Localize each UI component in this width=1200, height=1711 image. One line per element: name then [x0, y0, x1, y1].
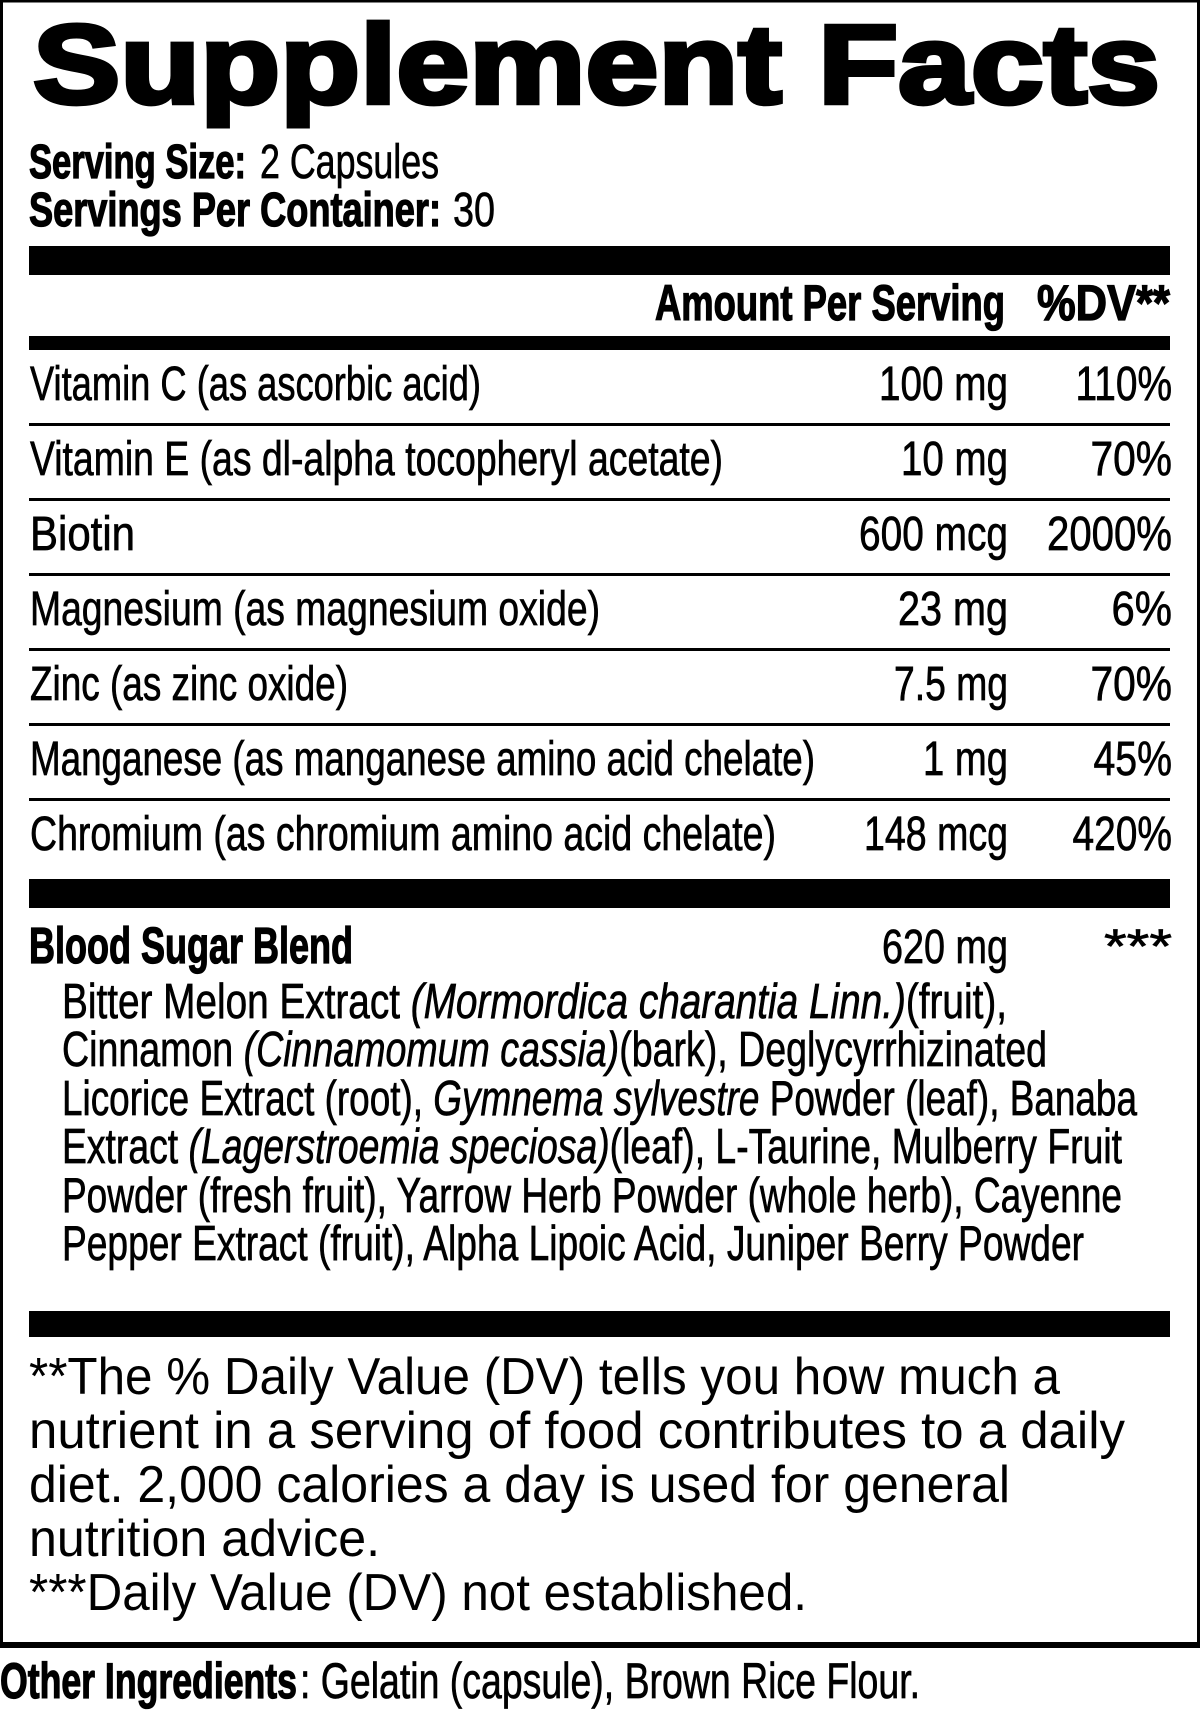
svg-text:Pepper Extract (fruit), Alpha: Pepper Extract (fruit), Alpha Lipoic Aci…	[62, 1216, 1084, 1271]
svg-text:Other Ingredients: Other Ingredients	[0, 1653, 297, 1709]
svg-text:: Gelatin (capsule), Brown Ric: : Gelatin (capsule), Brown Rice Flour.	[300, 1653, 920, 1709]
svg-text:2 Capsules: 2 Capsules	[260, 136, 439, 189]
svg-text:Extract (Lagerstroemia specios: Extract (Lagerstroemia speciosa)(leaf), …	[62, 1119, 1122, 1174]
svg-text:70%: 70%	[1091, 432, 1173, 486]
svg-text:Zinc (as zinc oxide): Zinc (as zinc oxide)	[30, 657, 348, 711]
svg-text:620 mg: 620 mg	[882, 920, 1008, 974]
svg-text:148 mcg: 148 mcg	[864, 807, 1008, 861]
svg-text:Magnesium (as magnesium oxide): Magnesium (as magnesium oxide)	[30, 582, 600, 636]
svg-text:Licorice Extract (root), Gymne: Licorice Extract (root), Gymnema sylvest…	[62, 1071, 1137, 1126]
svg-text:2000%: 2000%	[1047, 507, 1172, 561]
svg-text:420%: 420%	[1073, 807, 1173, 861]
svg-text:nutrient in a serving of food: nutrient in a serving of food contribute…	[29, 1401, 1125, 1459]
svg-text:***: ***	[1104, 920, 1172, 974]
svg-text:110%: 110%	[1076, 357, 1173, 411]
svg-text:%DV**: %DV**	[1037, 275, 1170, 331]
svg-text:23 mg: 23 mg	[898, 582, 1008, 636]
svg-text:Biotin: Biotin	[30, 507, 135, 561]
svg-text:diet. 2,000 calories a day is: diet. 2,000 calories a day is used for g…	[29, 1455, 1010, 1513]
svg-text:600 mcg: 600 mcg	[859, 507, 1008, 561]
svg-text:Powder (fresh fruit), Yarrow H: Powder (fresh fruit), Yarrow Herb Powder…	[62, 1168, 1122, 1223]
svg-text:nutrition advice.: nutrition advice.	[29, 1509, 380, 1567]
svg-text:100 mg: 100 mg	[879, 357, 1008, 411]
svg-text:70%: 70%	[1091, 657, 1173, 711]
svg-text:Supplement Facts: Supplement Facts	[33, 2, 1160, 127]
svg-text:Blood Sugar Blend: Blood Sugar Blend	[29, 917, 353, 974]
svg-text:Vitamin E (as dl-alpha tocophe: Vitamin E (as dl-alpha tocopheryl acetat…	[30, 432, 723, 486]
svg-text:Bitter Melon Extract (Mormordi: Bitter Melon Extract (Mormordica charant…	[62, 974, 1007, 1029]
svg-text:Chromium (as chromium amino ac: Chromium (as chromium amino acid chelate…	[30, 807, 776, 861]
svg-text:1 mg: 1 mg	[923, 732, 1008, 786]
svg-text:Serving Size:: Serving Size:	[29, 136, 246, 189]
svg-text:7.5 mg: 7.5 mg	[894, 657, 1008, 711]
svg-text:**The % Daily Value (DV) tells: **The % Daily Value (DV) tells you how m…	[29, 1347, 1060, 1405]
svg-text:Cinnamon (Cinnamomum cassia)(b: Cinnamon (Cinnamomum cassia)(bark), Degl…	[62, 1022, 1047, 1077]
svg-text:6%: 6%	[1112, 582, 1173, 636]
svg-text:45%: 45%	[1094, 732, 1173, 786]
svg-text:10 mg: 10 mg	[901, 432, 1008, 486]
svg-text:Servings Per Container:: Servings Per Container:	[29, 184, 441, 237]
svg-text:Amount Per Serving: Amount Per Serving	[655, 275, 1005, 331]
svg-text:30: 30	[453, 184, 495, 237]
svg-text:Manganese (as manganese amino: Manganese (as manganese amino acid chela…	[30, 732, 815, 786]
svg-text:***Daily Value (DV) not establ: ***Daily Value (DV) not established.	[29, 1563, 807, 1621]
svg-text:Vitamin C (as ascorbic acid): Vitamin C (as ascorbic acid)	[30, 357, 481, 411]
